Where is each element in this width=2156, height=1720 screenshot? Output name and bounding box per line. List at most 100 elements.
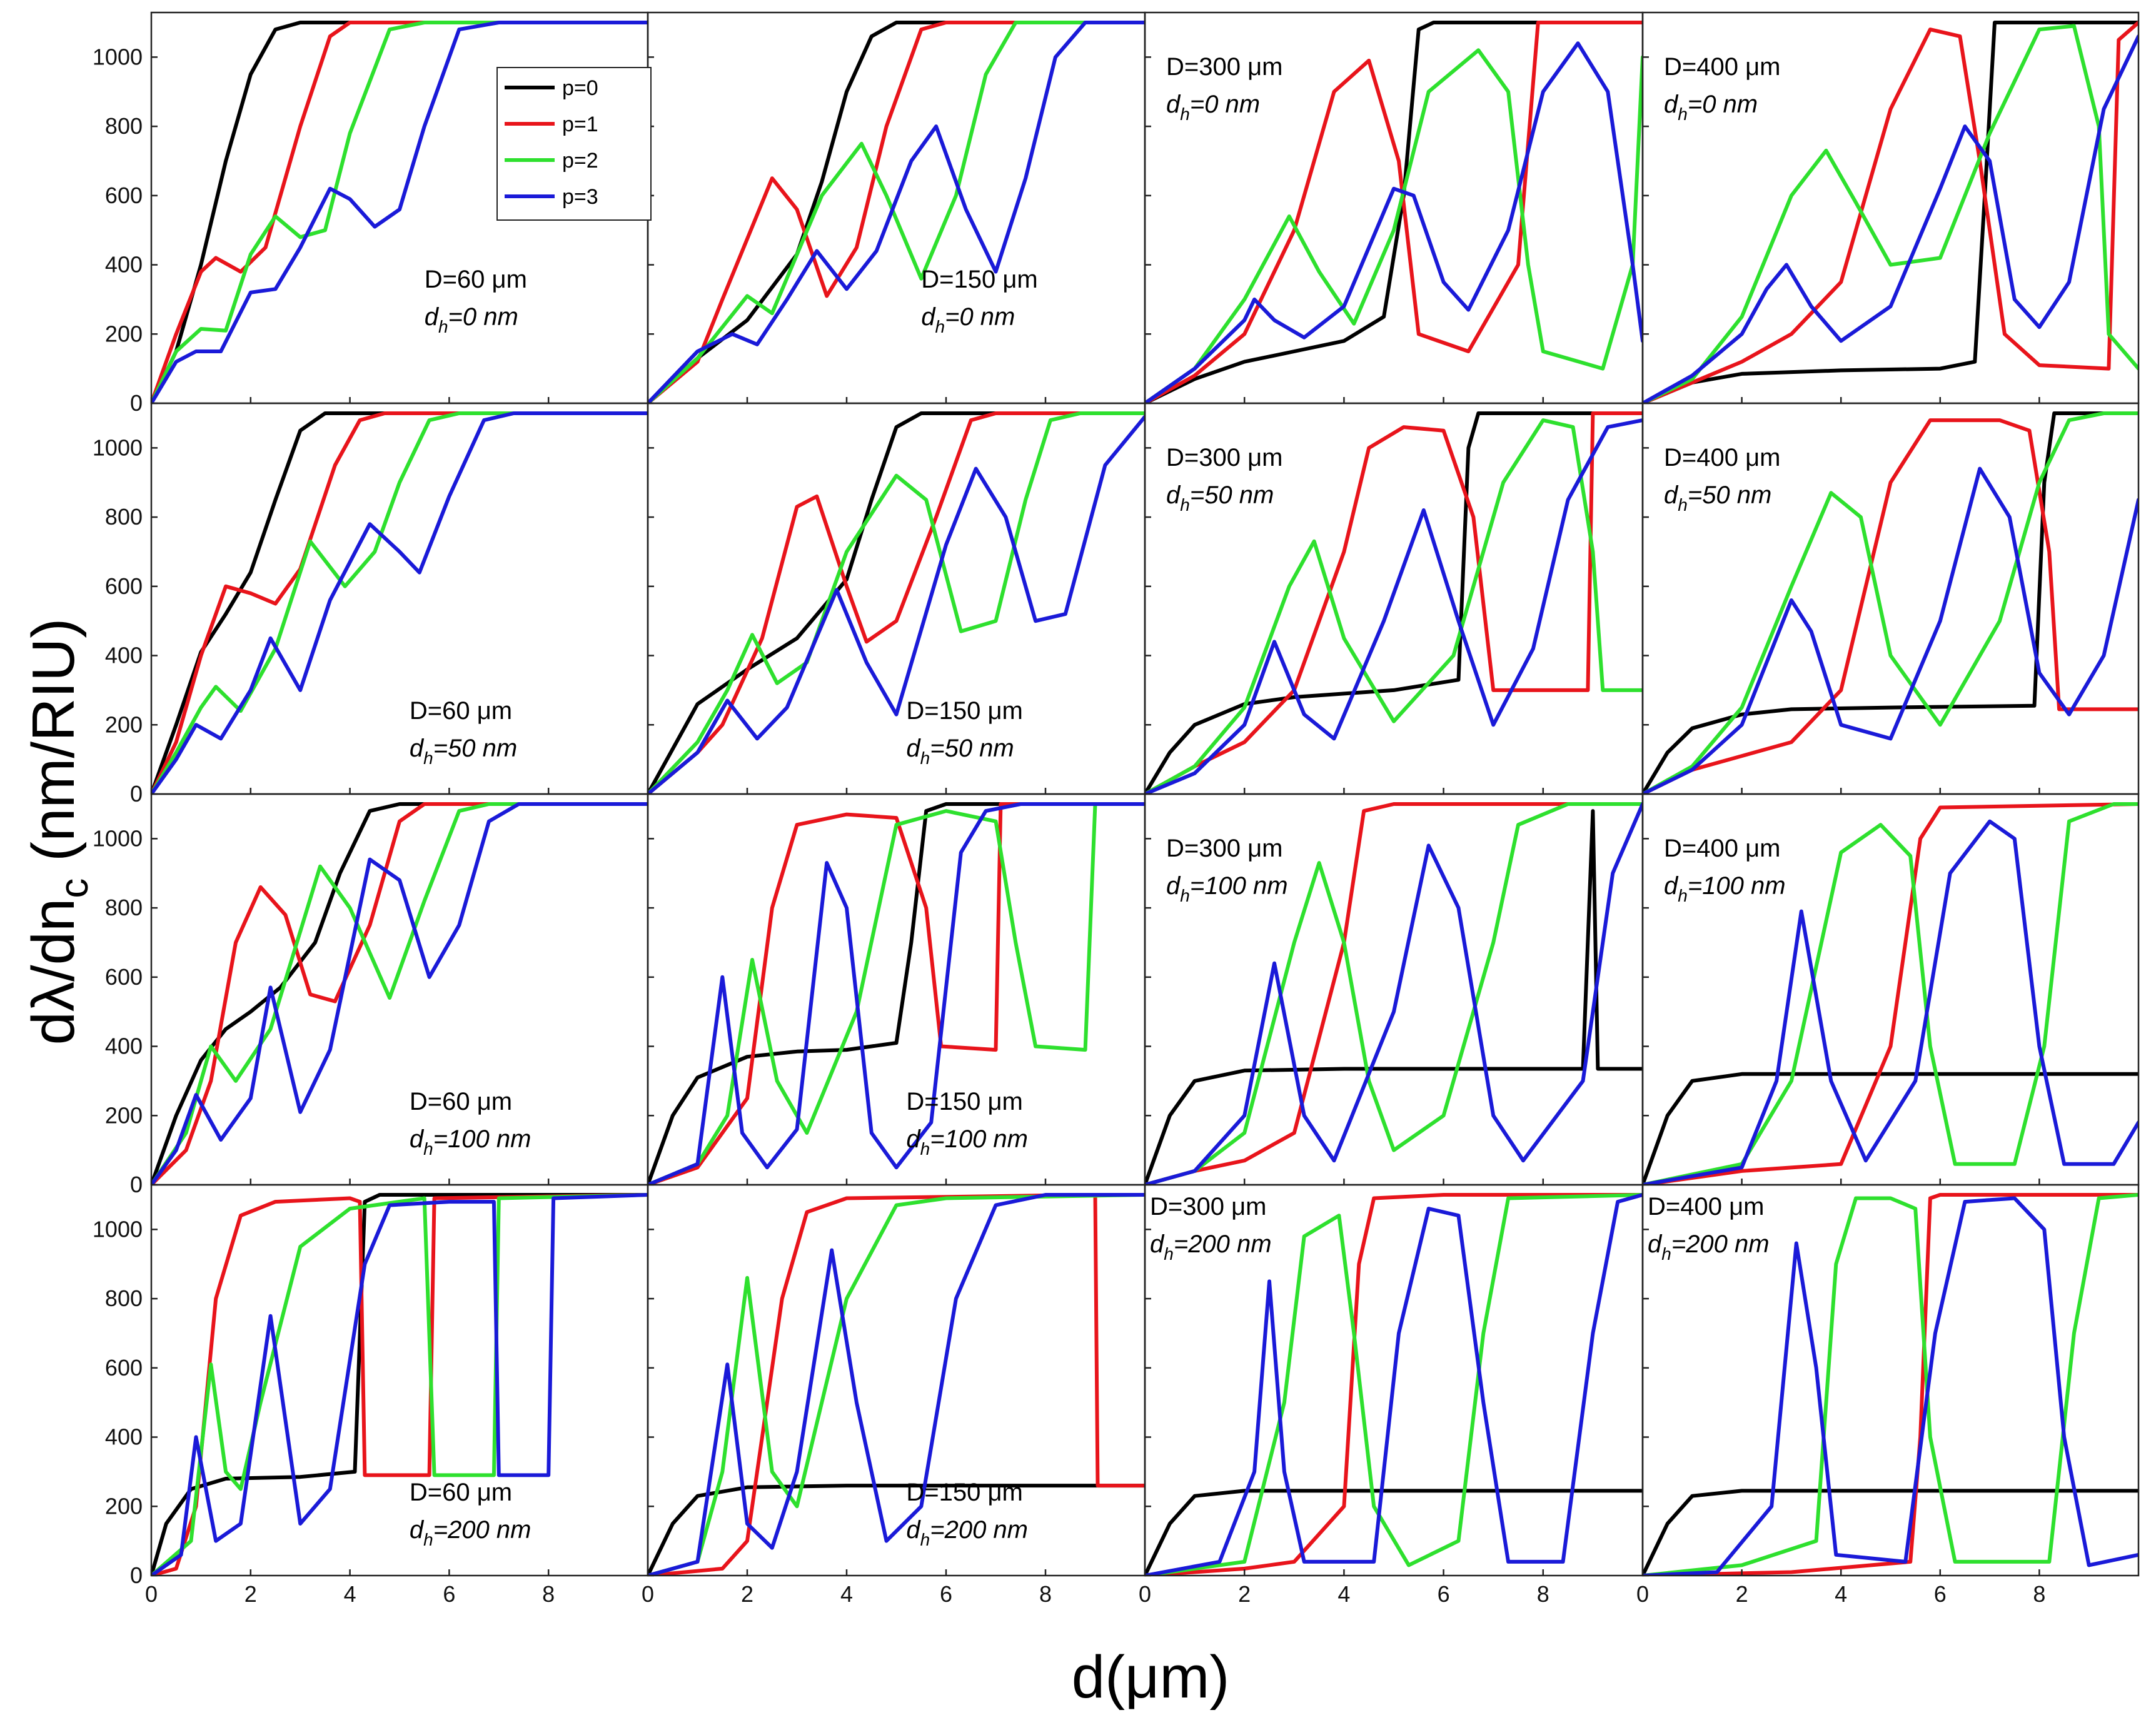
y-tick-label: 400 (105, 643, 143, 668)
x-tick-label: 0 (1636, 1581, 1649, 1607)
panel-dh-label: dh=100 nm (1166, 872, 1288, 905)
y-tick-label: 800 (105, 895, 143, 920)
dh-symbol: d (1648, 1230, 1663, 1258)
series-line-p=1 (648, 1193, 1145, 1576)
series-line-p=2 (1643, 411, 2138, 794)
series-line-p=0 (648, 21, 1145, 403)
series-line-p=1 (151, 802, 648, 1185)
panel-series (151, 802, 648, 1185)
panel-diameter-label: D=60 μm (410, 1479, 512, 1506)
series-line-p=0 (648, 411, 1145, 794)
series-line-p=3 (648, 415, 1145, 794)
dh-symbol: d (1150, 1230, 1165, 1258)
panel-series (1145, 802, 1643, 1185)
series-line-p=0 (1145, 809, 1643, 1185)
dh-symbol: d (1166, 91, 1181, 118)
panel-3-4: D=400 μm dh=100 nm (1641, 793, 2140, 1186)
series-line-p=0 (1145, 411, 1643, 794)
panel-series (648, 1193, 1145, 1576)
series-line-p=2 (648, 1193, 1145, 1576)
series-line-p=2 (1145, 48, 1643, 403)
dh-value: =100 nm (1190, 872, 1288, 900)
y-tick-label: 800 (105, 113, 143, 139)
dh-subscript: h (1180, 104, 1190, 124)
series-line-p=3 (151, 411, 648, 794)
y-tick-label: 0 (130, 781, 143, 807)
y-axis-title-main: dλ/dn (20, 898, 87, 1045)
y-tick-label: 200 (105, 321, 143, 346)
dh-subscript: h (423, 1530, 433, 1549)
series-line-p=2 (1145, 1193, 1643, 1576)
panel-diameter-label: D=150 μm (906, 697, 1022, 725)
series-line-p=0 (1643, 411, 2138, 794)
y-tick-label: 0 (130, 1562, 143, 1588)
y-tick-label: 400 (105, 252, 143, 278)
y-tick-label: 400 (105, 1424, 143, 1450)
panel-series (1643, 1193, 2138, 1576)
dh-symbol: d (410, 1516, 425, 1544)
dh-subscript: h (1678, 886, 1688, 905)
dh-value: =100 nm (930, 1125, 1028, 1153)
series-line-p=1 (648, 411, 1145, 794)
x-tick-label: 0 (1139, 1581, 1151, 1607)
panel-2-2: D=150 μm dh=50 nm (647, 402, 1146, 795)
panel-diameter-label: D=400 μm (1648, 1193, 1764, 1220)
dh-subscript: h (1164, 1244, 1174, 1264)
series-line-p=3 (1643, 1196, 2138, 1576)
series-line-p=1 (151, 1193, 648, 1576)
x-tick-label: 2 (1238, 1581, 1251, 1607)
panel-dh-label: dh=100 nm (906, 1125, 1028, 1159)
series-line-p=1 (1643, 802, 2138, 1185)
panel-dh-label: dh=50 nm (1166, 481, 1274, 515)
panel-1-2: D=150 μm dh=0 nm (647, 11, 1146, 405)
panel-diameter-label: D=300 μm (1150, 1193, 1266, 1220)
x-tick-label: 2 (1736, 1581, 1748, 1607)
dh-value: =200 nm (930, 1516, 1028, 1544)
series-line-p=3 (1643, 466, 2138, 794)
panel-series (1145, 411, 1643, 794)
y-tick-label: 600 (105, 1355, 143, 1381)
panel-diameter-label: D=300 μm (1166, 444, 1282, 471)
series-line-p=2 (1145, 802, 1643, 1185)
series-line-p=0 (1643, 1489, 2138, 1576)
dh-symbol: d (1166, 481, 1181, 509)
series-line-p=1 (648, 802, 1145, 1185)
series-line-p=3 (648, 1193, 1145, 1576)
panel-diameter-label: D=300 μm (1166, 835, 1282, 862)
panel-series (648, 21, 1145, 403)
legend: p=0 p=1 p=2 p=3 (496, 67, 652, 221)
y-tick-label: 800 (105, 1285, 143, 1311)
panel-dh-label: dh=0 nm (1664, 91, 1758, 124)
series-line-p=0 (151, 1193, 648, 1576)
dh-value: =0 nm (1190, 91, 1260, 118)
dh-subscript: h (423, 1139, 433, 1159)
x-tick-label: 0 (145, 1581, 158, 1607)
dh-subscript: h (1180, 495, 1190, 515)
panel-dh-label: dh=0 nm (921, 303, 1015, 336)
legend-label: p=1 (562, 113, 598, 136)
y-tick-label: 0 (130, 1172, 143, 1197)
series-line-p=1 (1145, 411, 1643, 794)
series-line-p=0 (648, 802, 1145, 1185)
x-tick-label: 6 (1934, 1581, 1947, 1607)
series-line-p=2 (1643, 1193, 2138, 1576)
series-line-p=3 (151, 1193, 648, 1576)
series-line-p=2 (1643, 24, 2138, 403)
panel-frame (150, 402, 649, 795)
panel-diameter-label: D=400 μm (1664, 53, 1780, 81)
series-line-p=3 (151, 802, 648, 1185)
dh-value: =200 nm (1671, 1230, 1770, 1258)
x-tick-label: 4 (840, 1581, 853, 1607)
panel-dh-label: dh=200 nm (1150, 1230, 1272, 1264)
panel-3-3: D=300 μm dh=100 nm (1144, 793, 1644, 1186)
panel-series (1643, 411, 2138, 794)
series-line-p=3 (1145, 1193, 1643, 1576)
x-tick-label: 0 (642, 1581, 654, 1607)
dh-value: =0 nm (1688, 91, 1758, 118)
series-line-p=0 (1643, 21, 2138, 403)
legend-label: p=2 (562, 149, 598, 173)
dh-value: =100 nm (433, 1125, 531, 1153)
panel-series (151, 411, 648, 794)
y-tick-label: 200 (105, 1102, 143, 1128)
